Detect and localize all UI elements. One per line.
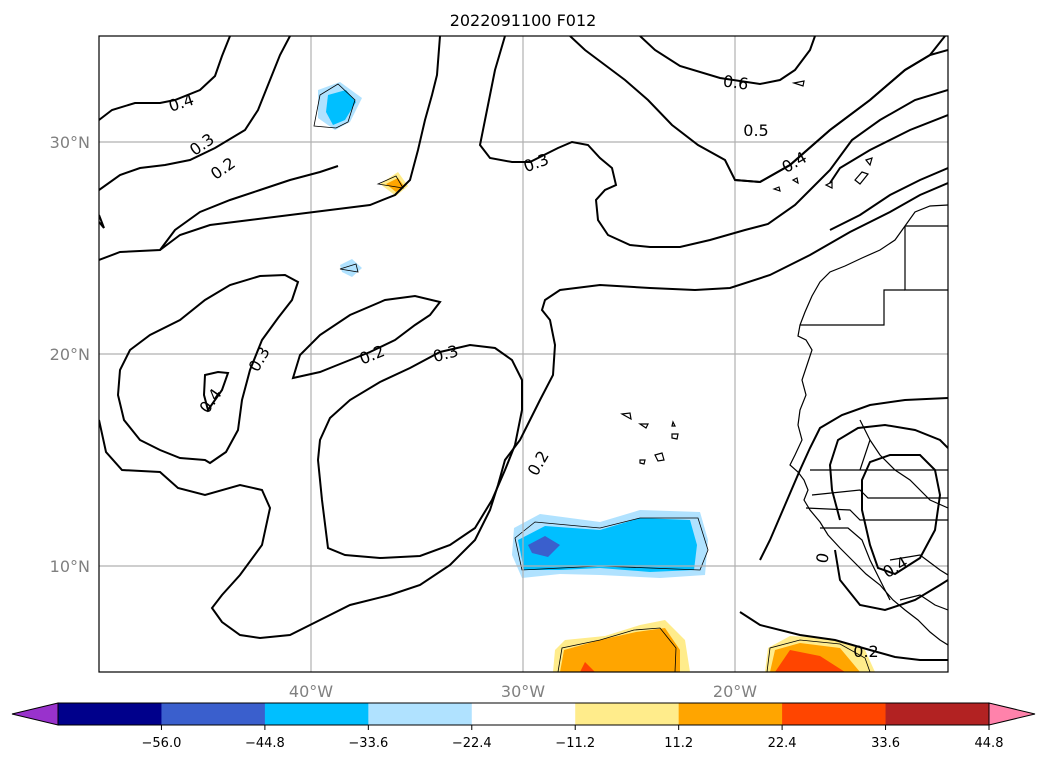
- colorbar-tick-label: −11.2: [555, 736, 595, 751]
- colorbar-tick-label: −44.8: [245, 736, 285, 751]
- negative-shading: [318, 82, 708, 578]
- colorbar-segment: [575, 703, 680, 725]
- colorbar-tick-label: −33.6: [348, 736, 388, 751]
- longitude-labels: 40°W 30°W 20°W: [289, 682, 757, 701]
- colorbar-tick-label: 11.2: [664, 736, 693, 751]
- lat-label: 30°N: [50, 133, 90, 152]
- colorbar-tick-label: −56.0: [142, 736, 182, 751]
- contour-label: 0.3: [431, 341, 461, 366]
- shading-outlines: [313, 83, 871, 672]
- colorbar-tick-label: −22.4: [452, 736, 492, 751]
- colorbar-tick-label: 22.4: [768, 736, 797, 751]
- colorbar-extend-min: [11, 702, 59, 726]
- colorbar: −56.0 −44.8 −33.6 −22.4 −11.2 11.2 22.4 33.6 44.…: [11, 702, 1036, 751]
- colorbar-segment: [782, 703, 887, 725]
- colorbar-extend-max: [988, 702, 1036, 726]
- colorbar-frame: [57, 702, 990, 726]
- map-frame: [98, 35, 949, 673]
- lon-label: 20°W: [713, 682, 757, 701]
- positive-shading: [380, 172, 875, 672]
- map-panel: 0.4 0.3 0.2 0.6 0.5 0.4 0.3 0.3 0.4 0.2 …: [98, 35, 949, 673]
- colorbar-segment: [264, 703, 369, 725]
- colorbar-segment: [58, 703, 162, 725]
- graticule: [99, 36, 948, 672]
- colorbar-tick-label: 44.8: [975, 736, 1004, 751]
- contour-label: 0.2: [207, 153, 239, 183]
- contours: [99, 36, 948, 661]
- coastlines: [620, 80, 948, 646]
- contour-label: 0.6: [722, 71, 750, 93]
- lon-label: 30°W: [501, 682, 545, 701]
- contour-label: 0: [812, 551, 832, 564]
- contour-label: 0.3: [186, 129, 218, 159]
- colorbar-segment: [471, 703, 576, 725]
- contour-label: 0.5: [743, 121, 768, 140]
- contour-label: 0.2: [853, 642, 878, 661]
- colorbar-segment: [885, 703, 990, 725]
- colorbar-tick-label: 33.6: [871, 736, 900, 751]
- colorbar-segment: [678, 703, 783, 725]
- lat-label: 20°N: [50, 345, 90, 364]
- colorbar-segment: [368, 703, 473, 725]
- lon-label: 40°W: [289, 682, 333, 701]
- lat-label: 10°N: [50, 557, 90, 576]
- contour-label: 0.2: [524, 447, 553, 479]
- latitude-labels: 30°N 20°N 10°N: [50, 133, 90, 576]
- figure-title: 2022091100 F012: [450, 11, 597, 30]
- colorbar-segment: [161, 703, 266, 725]
